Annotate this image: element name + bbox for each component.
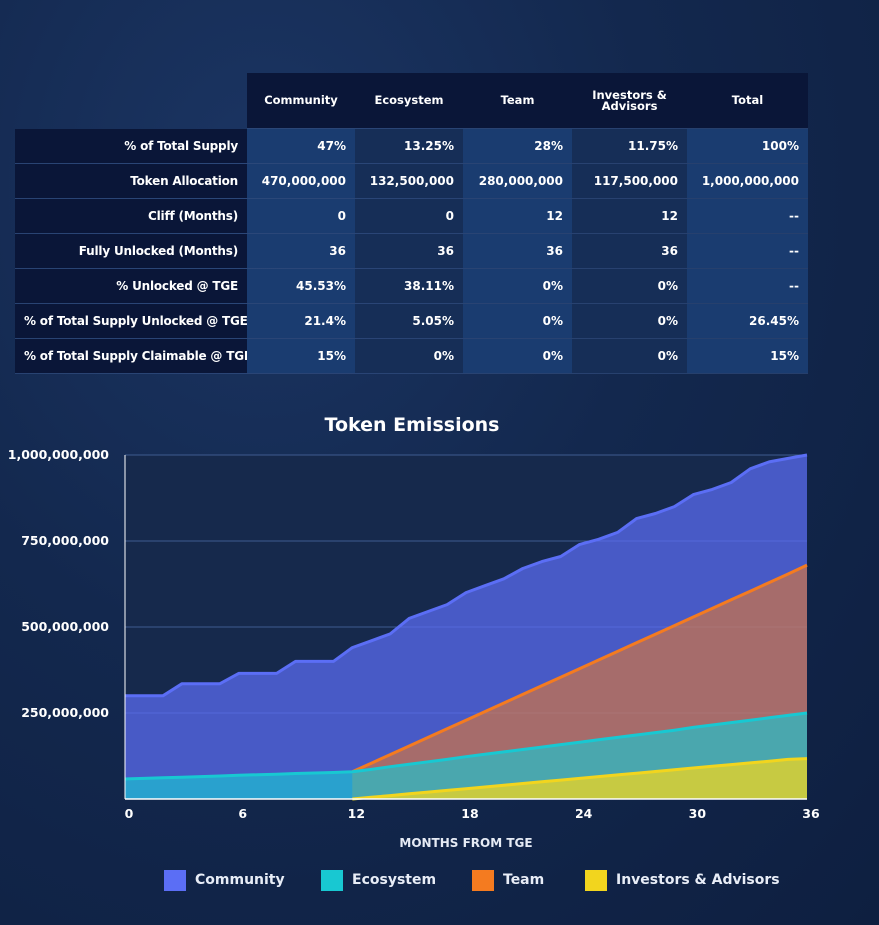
row-label: % of Total Supply Unlocked @ TGE: [15, 303, 247, 339]
row-label: % Unlocked @ TGE: [15, 268, 247, 304]
table-cell: 470,000,000: [247, 163, 355, 199]
table-cell: 0%: [463, 303, 572, 339]
table-cell: 0%: [572, 303, 687, 339]
x-tick-label: 6: [238, 806, 247, 821]
table-cell: --: [687, 268, 808, 304]
legend-item-ecosystem: Ecosystem: [321, 869, 436, 891]
header-community: Community: [247, 73, 355, 129]
table-cell: 0%: [572, 338, 687, 374]
table-cell: 15%: [687, 338, 808, 374]
legend-swatch-team: [472, 869, 494, 891]
table-cell: 0%: [463, 268, 572, 304]
row-label: Token Allocation: [15, 163, 247, 199]
table-cell: 1,000,000,000: [687, 163, 808, 199]
legend-swatch-community: [164, 869, 186, 891]
allocation-table-container: Community Ecosystem Team Investors & Adv…: [15, 73, 808, 374]
table-row: % of Total Supply Unlocked @ TGE 21.4% 5…: [15, 303, 808, 339]
table-cell: 5.05%: [355, 303, 463, 339]
table-cell: 15%: [247, 338, 355, 374]
header-investors-advisors: Investors & Advisors: [572, 73, 687, 129]
table-cell: 117,500,000: [572, 163, 687, 199]
x-tick-label: 36: [802, 806, 820, 821]
table-cell: 11.75%: [572, 128, 687, 164]
series-line-team: [351, 563, 808, 774]
table-cell: 13.25%: [355, 128, 463, 164]
y-tick-label: 250,000,000: [21, 705, 109, 720]
table-cell: 26.45%: [687, 303, 808, 339]
table-cell: 100%: [687, 128, 808, 164]
table-cell: 0%: [572, 268, 687, 304]
table-header: Community Ecosystem Team Investors & Adv…: [15, 73, 808, 129]
legend-item-team: Team: [472, 869, 544, 891]
allocation-table: Community Ecosystem Team Investors & Adv…: [15, 73, 808, 374]
x-tick-label: 30: [689, 806, 707, 821]
y-tick-label: 750,000,000: [21, 533, 109, 548]
table-cell: 132,500,000: [355, 163, 463, 199]
legend-swatch-investors-advisors: [585, 869, 607, 891]
legend-label: Community: [195, 872, 285, 888]
x-tick-label: 18: [461, 806, 478, 821]
chart-title: Token Emissions: [324, 414, 500, 436]
series-line-investors-advisors: [352, 757, 808, 801]
table-cell: 0: [247, 198, 355, 234]
legend-swatch-ecosystem: [321, 869, 343, 891]
legend-label: Ecosystem: [352, 872, 437, 888]
table-cell: 36: [463, 233, 572, 269]
table-cell: 0: [355, 198, 463, 234]
chart-legend: Community Ecosystem Team Investors & Adv…: [164, 869, 804, 891]
table-cell: --: [687, 198, 808, 234]
table-row: % of Total Supply Claimable @ TGE 15% 0%…: [15, 338, 808, 374]
x-tick-label: 0: [125, 806, 134, 821]
table-cell: 45.53%: [247, 268, 355, 304]
row-label: % of Total Supply Claimable @ TGE: [15, 338, 247, 374]
table-cell: 47%: [247, 128, 355, 164]
y-tick-label: 500,000,000: [21, 619, 109, 634]
table-cell: 36: [355, 233, 463, 269]
header-ecosystem: Ecosystem: [355, 73, 463, 129]
table-cell: 21.4%: [247, 303, 355, 339]
legend-label: Investors & Advisors: [616, 872, 780, 888]
table-cell: --: [687, 233, 808, 269]
table-row: % Unlocked @ TGE 45.53% 38.11% 0% 0% --: [15, 268, 808, 304]
legend-item-investors-advisors: Investors & Advisors: [585, 869, 780, 891]
row-label: Cliff (Months): [15, 198, 247, 234]
x-tick-label: 24: [575, 806, 593, 821]
table-cell: 36: [572, 233, 687, 269]
series-line-ecosystem: [124, 711, 808, 781]
table-row: % of Total Supply 47% 13.25% 28% 11.75% …: [15, 128, 808, 164]
table-row: Fully Unlocked (Months) 36 36 36 36 --: [15, 233, 808, 269]
row-label: Fully Unlocked (Months): [15, 233, 247, 269]
series-line-community: [125, 453, 808, 698]
x-tick-label: 12: [348, 806, 365, 821]
legend-item-community: Community: [164, 869, 285, 891]
table-row: Token Allocation 470,000,000 132,500,000…: [15, 163, 808, 199]
y-tick-label: 1,000,000,000: [8, 447, 110, 462]
table-cell: 280,000,000: [463, 163, 572, 199]
table-cell: 12: [463, 198, 572, 234]
table-row: Cliff (Months) 0 0 12 12 --: [15, 198, 808, 234]
table-cell: 28%: [463, 128, 572, 164]
legend-label: Team: [503, 872, 545, 888]
header-team: Team: [463, 73, 572, 129]
table-cell: 36: [247, 233, 355, 269]
x-axis-title: MONTHS FROM TGE: [399, 836, 533, 850]
table-cell: 12: [572, 198, 687, 234]
row-label: % of Total Supply: [15, 128, 247, 164]
table-cell: 38.11%: [355, 268, 463, 304]
table-cell: 0%: [463, 338, 572, 374]
header-total: Total: [687, 73, 808, 129]
table-cell: 0%: [355, 338, 463, 374]
